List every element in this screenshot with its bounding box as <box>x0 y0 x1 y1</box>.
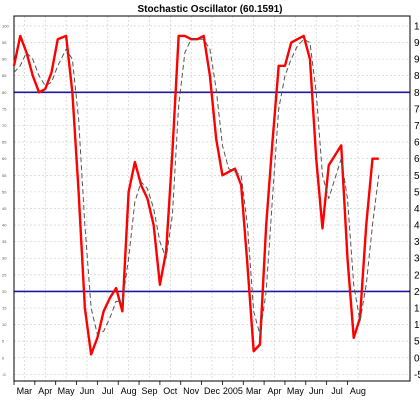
y-tick-label: 10 <box>414 320 420 331</box>
y-tick-label: 100 <box>414 21 420 32</box>
y-tick-label: 40 <box>414 221 420 232</box>
x-tick-label: Mar <box>17 386 33 396</box>
y-tick-label-left: -5 <box>2 372 6 377</box>
y-axis-ticks: -5 0 5 10 15 20 25 30 35 40 45 50 55 60 65 70 75 80 85 90 95… <box>414 21 420 380</box>
y-tick-label-left: 50 <box>2 189 7 194</box>
x-axis-ticks: Mar Apr May Jun Jul Aug Sep Oct Nov Dec 2005 Mar Apr… <box>17 386 366 396</box>
series-group <box>12 34 380 356</box>
y-tick-label-left: 65 <box>2 140 7 145</box>
y-tick-label-left: 95 <box>2 40 7 45</box>
y-tick-label-left: 90 <box>2 57 7 62</box>
y-tick-label: 30 <box>414 254 420 265</box>
x-tick-label: Nov <box>183 386 200 396</box>
y-tick-label-left: 30 <box>2 256 7 261</box>
y-tick-label: 0 <box>414 353 420 364</box>
y-tick-label-left: 85 <box>2 73 7 78</box>
plot-border <box>13 15 411 382</box>
chart-title: Stochastic Oscillator (60.1591) <box>137 4 282 15</box>
series-k-line <box>12 34 379 356</box>
y-tick-label: 65 <box>414 138 420 149</box>
y-tick-label-left: 80 <box>2 90 7 95</box>
y-tick-label: 90 <box>414 55 420 66</box>
y-tick-label: 70 <box>414 121 420 132</box>
x-tick-label: Jul <box>331 386 343 396</box>
y-tick-label: 5 <box>414 337 420 348</box>
y-tick-label: 80 <box>414 88 420 99</box>
series-d-line <box>13 38 380 336</box>
y-tick-label: 45 <box>414 204 420 215</box>
y-tick-label: 15 <box>414 304 420 315</box>
x-tick-label: Apr <box>38 386 52 396</box>
y-tick-label: 95 <box>414 38 420 49</box>
plot-frame <box>13 15 411 382</box>
x-tick-label: 2005 <box>223 386 243 396</box>
y-axis-ticks-left: -5 0 5 10 15 20 25 30 35 40 45 50 55 60 65 70 75 80 85 90 95… <box>2 23 9 376</box>
x-tick-label: May <box>58 386 76 396</box>
x-tick-label: Sep <box>141 386 157 396</box>
x-tick-label: Apr <box>268 386 282 396</box>
y-tick-label: 75 <box>414 104 420 115</box>
y-tick-label-left: 5 <box>2 339 5 344</box>
x-tick-label: Mar <box>246 386 262 396</box>
y-tick-label-left: 25 <box>2 272 7 277</box>
x-tick-label: Jul <box>102 386 114 396</box>
y-tick-label: 35 <box>414 237 420 248</box>
x-tick-label: Jun <box>309 386 324 396</box>
y-tick-label: 85 <box>414 71 420 82</box>
y-tick-label: 60 <box>414 154 420 165</box>
y-tick-label-left: 75 <box>2 106 7 111</box>
y-tick-label-left: 55 <box>2 173 7 178</box>
y-tick-label-left: 20 <box>2 289 7 294</box>
y-tick-label-left: 10 <box>2 322 7 327</box>
x-tick-label: Jun <box>80 386 95 396</box>
x-tick-label: Aug <box>121 386 137 396</box>
y-tick-label-left: 35 <box>2 239 7 244</box>
y-tick-label-left: 40 <box>2 223 7 228</box>
y-tick-label-left: 0 <box>2 355 5 360</box>
y-tick-label-left: 15 <box>2 306 7 311</box>
y-tick-label: -5 <box>414 370 420 381</box>
y-tick-label-left: 100 <box>2 23 9 28</box>
y-tick-label: 20 <box>414 287 420 298</box>
y-tick-label-left: 45 <box>2 206 7 211</box>
y-tick-label: 55 <box>414 171 420 182</box>
y-tick-label-left: 70 <box>2 123 7 128</box>
x-tick-label: Aug <box>350 386 366 396</box>
x-tick-label: Oct <box>163 386 178 396</box>
y-tick-label: 25 <box>414 270 420 281</box>
x-tick-label: Dec <box>204 386 221 396</box>
x-tick-label: May <box>287 386 305 396</box>
y-tick-label: 50 <box>414 187 420 198</box>
y-tick-label-left: 60 <box>2 156 7 161</box>
